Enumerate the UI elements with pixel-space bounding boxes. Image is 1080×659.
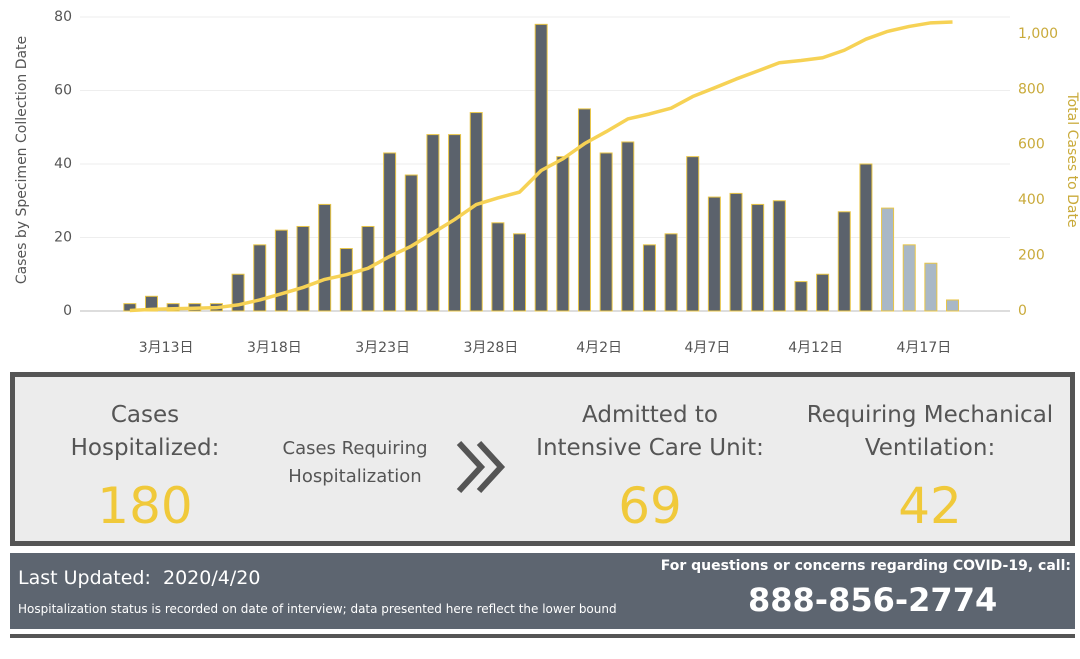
- y2-tick-label: 800: [1018, 81, 1045, 97]
- x-tick-label: 4月12日: [788, 340, 843, 356]
- bar: [751, 203, 765, 312]
- bar: [296, 225, 310, 312]
- stat-label-line: Admitted to: [582, 402, 718, 428]
- y2-tick-label: 600: [1018, 137, 1045, 153]
- x-tick-label: 3月28日: [464, 340, 519, 356]
- bar: [491, 222, 505, 312]
- x-tick-label: 3月18日: [247, 340, 302, 356]
- bar: [469, 112, 483, 312]
- bar: [686, 156, 700, 312]
- x-tick-label: 3月13日: [139, 340, 194, 356]
- bar: [816, 273, 830, 312]
- stat-label: Cases Hospitalized:: [55, 399, 235, 465]
- stat-label-line: Intensive Care Unit:: [536, 435, 764, 461]
- cumulative-line: [129, 20, 953, 313]
- bar: [339, 248, 353, 312]
- bar: [318, 203, 332, 312]
- y2-tick-label: 400: [1018, 192, 1045, 208]
- arrow-icon: [456, 440, 506, 494]
- bar: [902, 244, 916, 312]
- arrow-label-line: Cases Requiring: [282, 438, 428, 459]
- stat-value: 42: [898, 477, 962, 535]
- note: Hospitalization status is recorded on da…: [18, 602, 617, 616]
- chart: Cases by Specimen Collection Date Total …: [14, 9, 1080, 356]
- bar: [123, 303, 137, 312]
- y-axis-label: Cases by Specimen Collection Date: [14, 36, 30, 284]
- x-tick-label: 3月23日: [355, 340, 410, 356]
- stat-label: Admitted to Intensive Care Unit:: [520, 399, 780, 465]
- x-tick-label: 4月2日: [576, 340, 622, 356]
- arrow-label-line: Hospitalization: [288, 466, 422, 487]
- updated-date: 2020/4/20: [162, 567, 261, 589]
- y-tick-label: 80: [54, 9, 72, 25]
- bar: [707, 196, 721, 312]
- stat-value: 69: [618, 477, 682, 535]
- bar: [772, 200, 786, 312]
- stats-panel: Cases Hospitalized: 180 Cases Requiring Ho…: [10, 372, 1075, 546]
- bar: [231, 273, 245, 312]
- bar: [946, 299, 960, 312]
- contact-label: For questions or concerns regarding COVI…: [660, 558, 1071, 574]
- bar: [253, 244, 267, 312]
- bar: [837, 211, 851, 312]
- x-tick-label: 4月7日: [684, 340, 730, 356]
- bar: [859, 163, 873, 312]
- y2-tick-label: 1,000: [1018, 26, 1058, 42]
- stat-label: Requiring Mechanical Ventilation:: [790, 399, 1070, 465]
- bar: [426, 134, 440, 312]
- bar: [729, 192, 743, 312]
- bar: [383, 152, 397, 312]
- y-tick-label: 20: [54, 230, 72, 246]
- bar: [924, 262, 938, 312]
- y-tick-label: 40: [54, 156, 72, 172]
- stat-value: 180: [97, 477, 193, 535]
- bar: [881, 207, 895, 312]
- bar: [599, 152, 613, 312]
- bar: [621, 141, 635, 312]
- divider: [10, 634, 1075, 638]
- y2-tick-label: 200: [1018, 248, 1045, 264]
- bar: [513, 233, 527, 312]
- phone: 888-856-2774: [748, 581, 998, 619]
- bar: [577, 108, 591, 312]
- bar: [556, 156, 570, 312]
- stat-label-line: Cases: [110, 402, 180, 428]
- updated: Last Updated: 2020/4/20: [18, 567, 260, 589]
- bar: [274, 229, 288, 312]
- stat-label-line: Ventilation:: [864, 435, 996, 461]
- y-tick-label: 0: [63, 303, 72, 319]
- footer: Last Updated: 2020/4/20 Hospitalization …: [10, 553, 1075, 629]
- y-tick-label: 60: [54, 83, 72, 99]
- arrow-label: Cases Requiring Hospitalization: [265, 435, 445, 491]
- updated-label: Last Updated:: [18, 567, 151, 589]
- y2-tick-label: 0: [1018, 303, 1027, 319]
- bar: [664, 233, 678, 312]
- x-tick-label: 4月17日: [897, 340, 952, 356]
- bar: [642, 244, 656, 312]
- bar: [794, 281, 808, 312]
- stat-label-line: Requiring Mechanical: [806, 402, 1054, 428]
- y2-axis-label: Total Cases to Date: [1064, 91, 1080, 227]
- stat-label-line: Hospitalized:: [70, 435, 220, 461]
